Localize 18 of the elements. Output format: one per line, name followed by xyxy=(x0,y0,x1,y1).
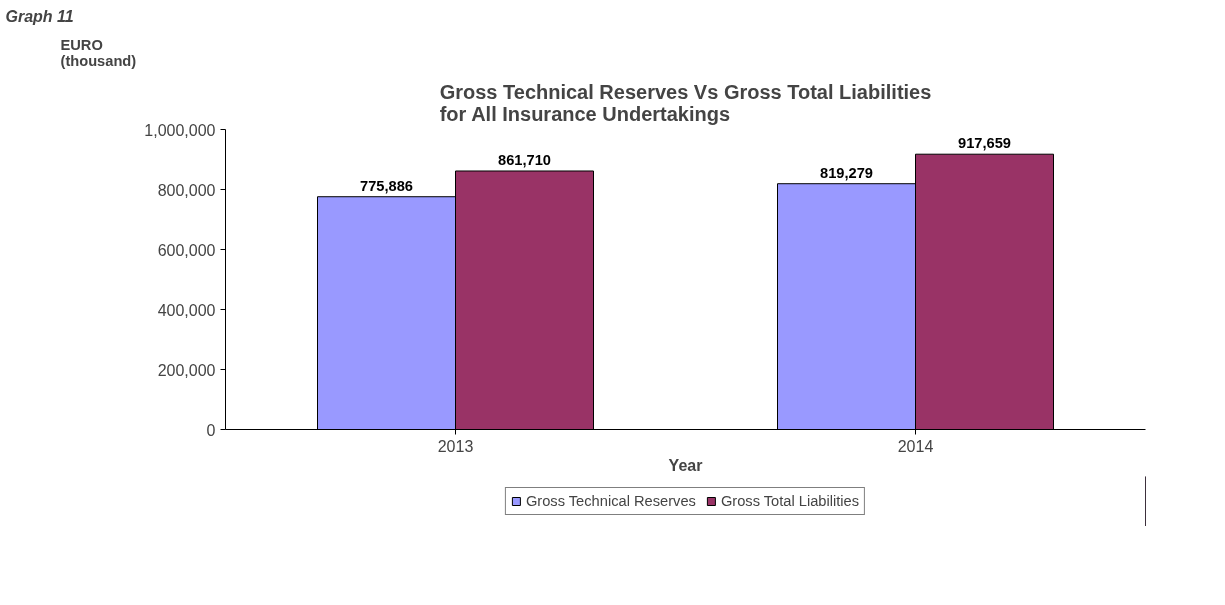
x-axis-title: Year xyxy=(668,456,703,474)
y-tick-label: 0 xyxy=(206,421,216,439)
data-label: 861,710 xyxy=(498,151,551,168)
y-tick-label: 200,000 xyxy=(157,361,216,379)
y-tick-label: 1,000,000 xyxy=(144,121,216,139)
data-label: 917,659 xyxy=(958,135,1011,152)
chart-title: Gross Technical Reserves Vs Gross Total Liabilities for All Insurance Undertakings xyxy=(439,80,932,125)
y-axis-title: EURO (thousand) xyxy=(60,36,137,69)
caption: Graph 11 xyxy=(5,7,74,25)
x-tick-label: 2014 xyxy=(897,437,934,455)
x-tick-label: 2013 xyxy=(437,437,474,455)
legend-label: Gross Technical Reserves xyxy=(525,493,696,509)
y-tick-label: 600,000 xyxy=(157,241,216,259)
data-label: 819,279 xyxy=(820,164,873,181)
legend-label: Gross Total Liabilities xyxy=(720,493,860,509)
data-label: 775,886 xyxy=(360,177,413,194)
y-tick-label: 400,000 xyxy=(157,301,216,319)
y-tick-label: 800,000 xyxy=(157,181,216,199)
